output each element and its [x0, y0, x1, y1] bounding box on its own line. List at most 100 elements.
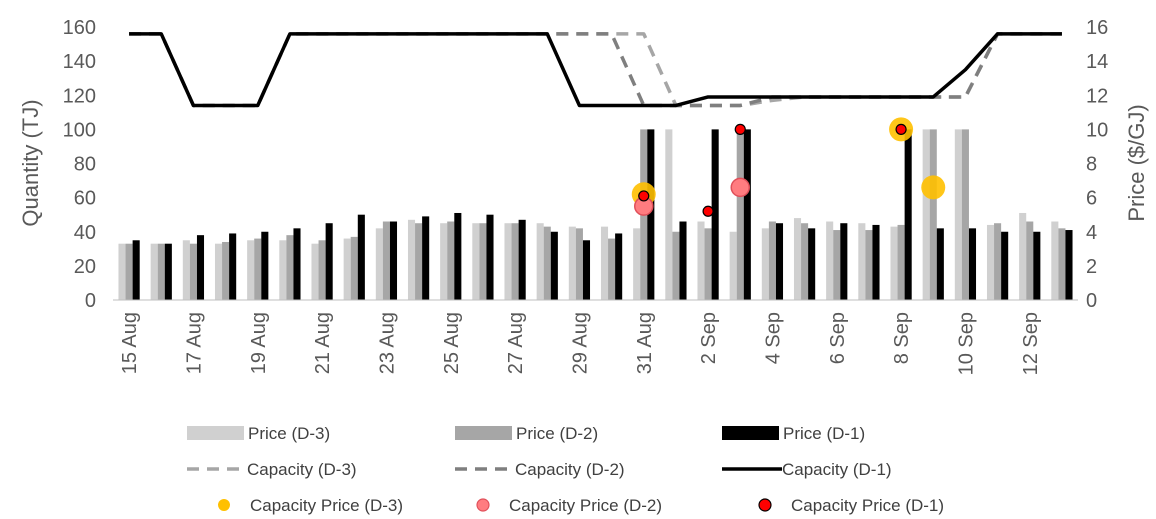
capacity-price-marker: [702, 205, 714, 217]
price-bar: [164, 243, 172, 300]
price-bar: [961, 129, 969, 300]
price-bar: [479, 223, 487, 300]
price-bar: [343, 238, 351, 300]
price-bar: [968, 228, 977, 300]
x-axis: 15 Aug 17 Aug 19 Aug 21 Aug 23 Aug 25 Aug 27 A…: [119, 312, 1042, 375]
price-bar: [793, 218, 802, 300]
price-bar: [808, 228, 816, 300]
legend-swatch: [476, 498, 490, 512]
price-bar: [1019, 212, 1027, 300]
price-bar: [922, 129, 930, 300]
x-tick-label: 29 Aug: [569, 312, 591, 374]
price-bar: [936, 228, 944, 300]
legend-label: Price (D-3): [248, 424, 330, 443]
capacity-price-marker: [730, 177, 750, 198]
capacity-line: [129, 32, 1062, 108]
y-right-tick-label: 0: [1086, 290, 1097, 312]
price-bar: [647, 129, 655, 300]
capacity-line: [129, 32, 1062, 108]
x-tick-label: 6 Sep: [827, 312, 849, 364]
capacity-line: [129, 32, 1062, 108]
price-bar: [897, 224, 905, 300]
price-bar: [600, 226, 609, 300]
price-bar: [311, 243, 319, 300]
price-bar: [736, 129, 744, 300]
y-left-tick-label: 80: [74, 154, 96, 176]
x-tick-label: 10 Sep: [955, 312, 977, 375]
x-tick-label: 27 Aug: [505, 312, 527, 374]
price-bar: [711, 129, 719, 300]
left-axis: 0 20 40 60 80 100 120 140 160: [63, 17, 96, 312]
price-bar: [415, 223, 423, 300]
price-bar: [1001, 231, 1009, 300]
price-bar: [1033, 231, 1041, 300]
y-left-tick-label: 160: [63, 17, 96, 39]
price-bar: [518, 219, 526, 300]
price-bar: [447, 221, 455, 300]
y-right-tick-label: 14: [1086, 51, 1108, 73]
legend-swatch: [455, 426, 512, 440]
price-bar: [182, 240, 190, 300]
price-bar: [157, 243, 165, 300]
price-bar: [768, 221, 776, 300]
price-bar: [833, 230, 841, 300]
price-bar: [293, 228, 301, 300]
y-left-tick-label: 60: [74, 188, 96, 210]
y-right-tick-label: 12: [1086, 85, 1108, 107]
price-bar: [150, 243, 158, 300]
price-bar: [132, 240, 140, 300]
price-bar: [994, 223, 1002, 300]
x-tick-label: 12 Sep: [1020, 312, 1042, 375]
y-right-tick-label: 2: [1086, 256, 1097, 278]
capacity-price-markers: [631, 117, 946, 217]
price-bar: [407, 219, 416, 300]
price-bar: [536, 223, 544, 300]
legend-label: Capacity (D-3): [247, 460, 357, 479]
y-right-tick-label: 6: [1086, 188, 1097, 210]
x-tick-label: 17 Aug: [183, 312, 205, 374]
x-tick-label: 4 Sep: [762, 312, 784, 364]
y-right-tick-label: 8: [1086, 154, 1097, 176]
price-bar: [1026, 221, 1034, 300]
price-bar: [440, 223, 448, 300]
price-bar: [679, 221, 687, 300]
price-bar: [954, 129, 962, 300]
price-bar: [375, 228, 383, 300]
legend-label: Capacity Price (D-3): [250, 496, 403, 515]
price-bar: [761, 228, 769, 300]
price-bar: [1051, 221, 1059, 300]
price-bar: [454, 212, 462, 300]
price-bar: [865, 230, 873, 300]
legend-swatch: [722, 426, 779, 440]
legend-label: Capacity Price (D-2): [509, 496, 662, 515]
price-bar: [858, 223, 866, 300]
price-bar: [743, 129, 751, 300]
legend-label: Capacity Price (D-1): [791, 496, 944, 515]
price-bar: [986, 224, 995, 300]
x-tick-label: 25 Aug: [441, 312, 463, 374]
y-left-tick-label: 40: [74, 222, 96, 244]
price-bar: [196, 235, 205, 300]
price-bar: [382, 221, 390, 300]
price-bar: [665, 129, 673, 300]
y-left-tick-label: 0: [85, 290, 96, 312]
price-bar: [704, 228, 712, 300]
price-bar: [254, 238, 262, 300]
price-bar: [472, 223, 480, 300]
x-tick-label: 15 Aug: [119, 312, 141, 374]
price-bar: [318, 240, 326, 300]
y-right-tick-label: 10: [1086, 119, 1108, 141]
price-bar: [504, 223, 512, 300]
price-bar: [672, 231, 680, 300]
y-left-tick-label: 120: [63, 85, 96, 107]
price-bar: [357, 214, 365, 300]
price-bar: [118, 243, 126, 300]
y-left-tick-label: 20: [74, 256, 96, 278]
y-axis-left-title: Quantity (TJ): [18, 99, 43, 226]
y-right-tick-label: 16: [1086, 17, 1108, 39]
price-bar: [729, 231, 737, 300]
capacity-price-marker: [895, 123, 907, 135]
price-bar: [222, 241, 230, 300]
